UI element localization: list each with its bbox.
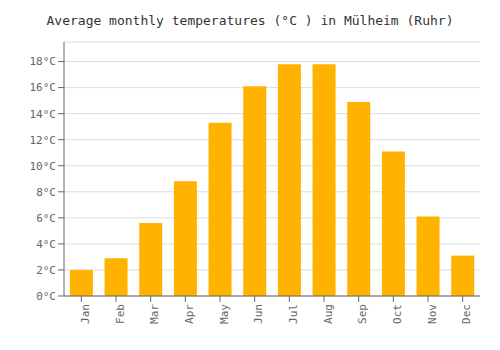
svg-text:May: May xyxy=(218,304,231,324)
svg-text:6°C: 6°C xyxy=(36,212,56,225)
svg-text:Oct: Oct xyxy=(391,304,404,324)
svg-text:Jun: Jun xyxy=(252,304,265,324)
html-text:Average monthly temperatures (: Average monthly temperatures (°C ) in Mü… xyxy=(46,13,454,28)
svg-text:Nov: Nov xyxy=(426,304,439,324)
svg-text:18°C: 18°C xyxy=(30,55,57,68)
svg-text:Apr: Apr xyxy=(183,304,196,324)
svg-text:10°C: 10°C xyxy=(30,160,57,173)
svg-text:8°C: 8°C xyxy=(36,186,56,199)
svg-text:Sep: Sep xyxy=(356,304,369,324)
svg-text:12°C: 12°C xyxy=(30,134,57,147)
svg-text:4°C: 4°C xyxy=(36,238,56,251)
svg-text:Mar: Mar xyxy=(148,304,161,324)
svg-text:Jul: Jul xyxy=(287,304,300,324)
svg-text:Feb: Feb xyxy=(114,304,127,324)
svg-text:0°C: 0°C xyxy=(36,290,56,303)
svg-text:14°C: 14°C xyxy=(30,108,57,121)
svg-text:Jan: Jan xyxy=(79,304,92,324)
svg-text:Aug: Aug xyxy=(322,304,335,324)
svg-text:2°C: 2°C xyxy=(36,264,56,277)
svg-text:16°C: 16°C xyxy=(30,81,57,94)
svg-text:Dec: Dec xyxy=(460,304,473,324)
